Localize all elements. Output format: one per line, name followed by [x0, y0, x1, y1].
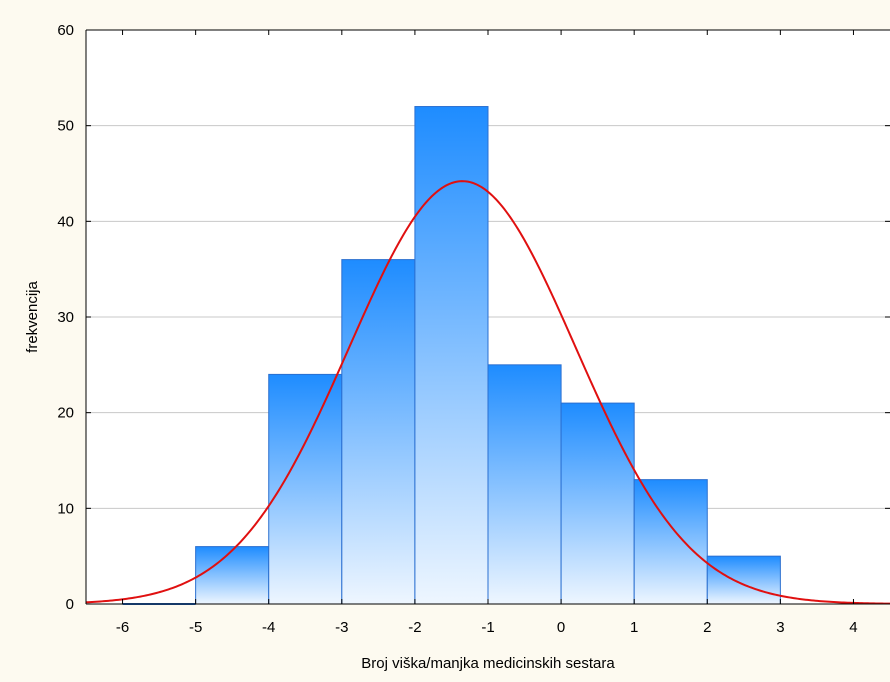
axes [85, 29, 890, 605]
x-tick-label: -3 [335, 619, 348, 636]
x-tick-label: -4 [262, 619, 275, 636]
normal-fit-curve [86, 180, 890, 604]
x-tick-label: 3 [776, 619, 784, 636]
y-tick-label: 10 [57, 500, 74, 517]
histogram-bar [633, 479, 708, 605]
x-tick-label: -5 [189, 619, 202, 636]
y-tick-label: 40 [57, 213, 74, 230]
x-tick-label: 2 [703, 619, 711, 636]
histogram-bar [560, 402, 635, 605]
bars [122, 106, 781, 605]
y-tick-label: 60 [57, 22, 74, 39]
y-tick-label: 50 [57, 118, 74, 135]
x-tick-label: 0 [557, 619, 565, 636]
x-tick-labels: -6 -5 -4 -3 -2 -1 0 1 2 3 4 [116, 619, 858, 636]
x-tick-label: -6 [116, 619, 129, 636]
x-tick-label: 1 [630, 619, 638, 636]
x-tick-label: -1 [481, 619, 494, 636]
histogram-bar [706, 555, 781, 605]
y-tick-label: 20 [57, 405, 74, 422]
y-tick-labels: 0 10 20 30 40 50 60 [57, 22, 74, 613]
normal-fit [86, 180, 890, 604]
histogram-bar [195, 546, 270, 605]
histogram-bar [341, 259, 416, 605]
y-tick-label: 30 [57, 309, 74, 326]
x-axis-title: Broj viška/manjka medicinskih sestara [361, 655, 615, 672]
histogram-bar [414, 106, 489, 605]
y-axis-title: frekvencija [24, 280, 41, 352]
x-tick-label: -2 [408, 619, 421, 636]
y-tick-label: 0 [66, 596, 74, 613]
histogram-bar [487, 364, 562, 605]
x-tick-label: 4 [849, 619, 857, 636]
